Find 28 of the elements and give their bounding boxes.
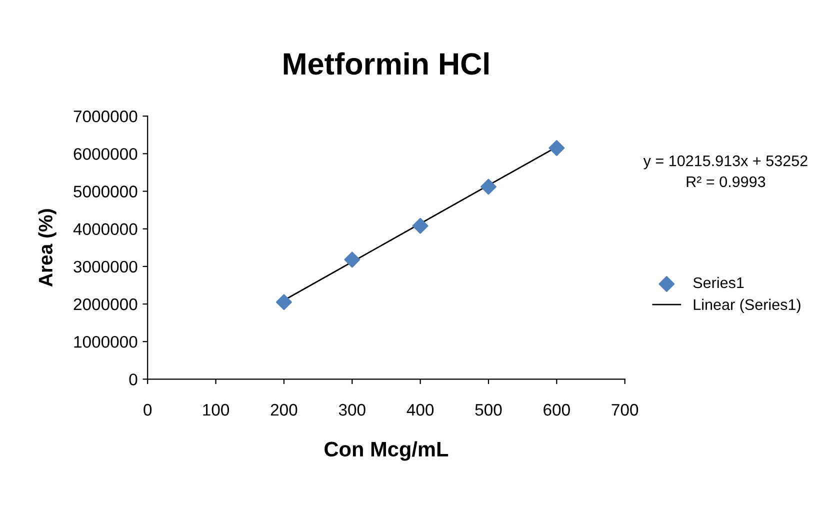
y-tick-label: 5000000 (74, 186, 138, 198)
x-tick-label: 400 (406, 404, 434, 416)
x-tick-label: 500 (475, 404, 502, 416)
legend-label: Series1 (693, 276, 744, 288)
point (480, 178, 496, 195)
text: R² = 0.9993 (686, 176, 766, 188)
y-tick-label: 3000000 (74, 260, 138, 273)
y-tick-label: 4000000 (73, 223, 138, 236)
x-tick-label: 300 (338, 404, 366, 416)
point (344, 252, 360, 268)
legend-label: Linear (Series1) (694, 298, 800, 314)
chart-title: Metformin HCl (284, 52, 488, 75)
x-tick-label: 200 (270, 404, 298, 416)
point (548, 140, 565, 156)
y-tick-label: 7000000 (74, 110, 138, 122)
y-tick-label: 2000000 (74, 298, 138, 310)
y-axis-title: Area (%) (38, 209, 56, 287)
point (412, 218, 428, 234)
y-tick-label: 6000000 (74, 148, 138, 160)
point (276, 294, 292, 310)
y-tick-label: 1000000 (74, 336, 138, 348)
x-tick-label: 100 (203, 404, 230, 416)
x-tick-label: 0 (144, 404, 152, 416)
y-tick-label: 0 (129, 374, 138, 386)
x-axis-title: Con Mcg/mL (324, 441, 448, 461)
x-tick-label: 600 (544, 404, 570, 416)
text: y = 10215.913x + 53252 (643, 155, 808, 170)
x-tick-label: 700 (612, 404, 638, 416)
